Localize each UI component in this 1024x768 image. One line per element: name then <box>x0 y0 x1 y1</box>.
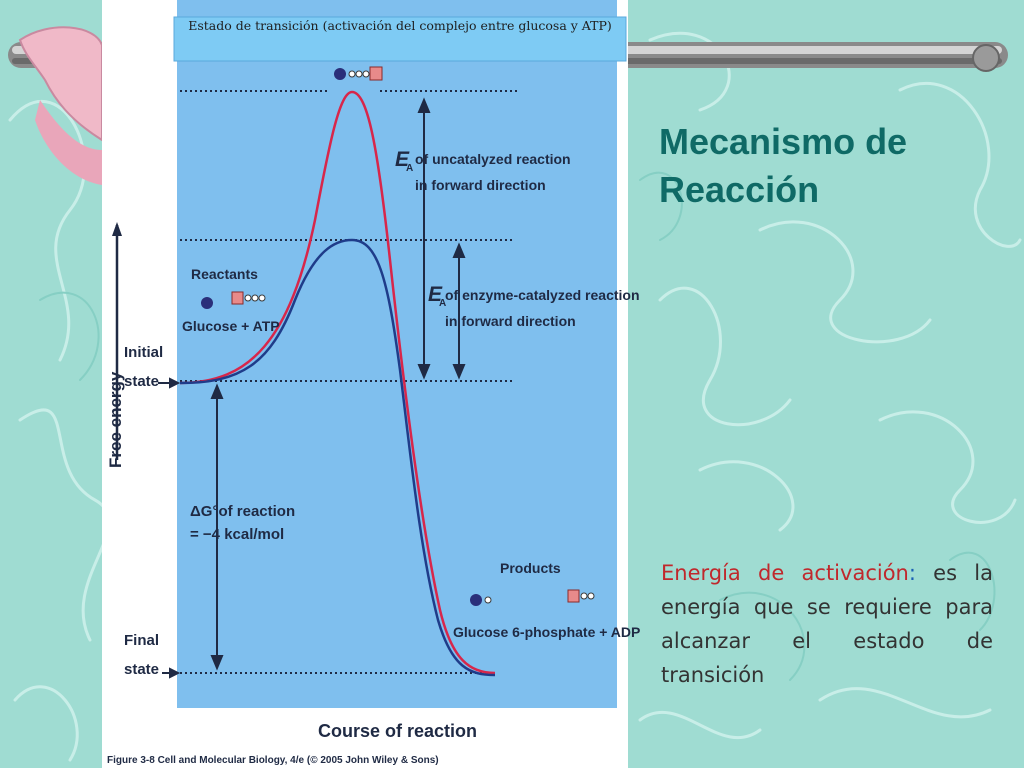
initial-state-label-2: state <box>124 373 159 390</box>
delta-g-label-1: ΔG°of reaction <box>190 503 295 520</box>
definition-text: es la energía que se requiere para alcan… <box>661 561 993 687</box>
uncatalyzed-curve <box>179 90 496 675</box>
ea-uncatalyzed-text-1: of uncatalyzed reaction <box>415 151 571 167</box>
y-axis-label: Free energy <box>106 371 125 468</box>
transition-complex-icon <box>334 66 383 81</box>
banner-box <box>173 16 627 62</box>
definition-colon: : <box>908 561 916 585</box>
ea-uncatalyzed-symbol: E <box>395 148 410 171</box>
arrow-up-icon <box>210 383 224 399</box>
final-state-label-1: Final <box>124 632 159 649</box>
arrow-down-icon <box>417 364 431 380</box>
arrow-down-icon <box>452 364 466 380</box>
reactants-label: Glucose + ATP <box>182 318 280 334</box>
definition-term: Energía de activación <box>661 561 909 585</box>
arrow-right-icon <box>169 667 181 679</box>
final-state-label-2: state <box>124 661 159 678</box>
initial-state-label-1: Initial <box>124 344 163 361</box>
y-axis-arrow-icon <box>112 222 122 236</box>
transition-state-banner: Estado de transición (activación del com… <box>188 18 612 33</box>
figure-caption: Figure 3-8 Cell and Molecular Biology, 4… <box>107 755 439 766</box>
delta-g-label-2: = −4 kcal/mol <box>190 526 284 543</box>
products-heading: Products <box>500 560 561 576</box>
arrow-up-icon <box>417 97 431 113</box>
ea-uncatalyzed-text-2: in forward direction <box>415 177 546 193</box>
products-label: Glucose 6-phosphate + ADP <box>453 624 640 640</box>
reactants-heading: Reactants <box>191 266 258 282</box>
ea-catalyzed-text-2: in forward direction <box>445 313 576 329</box>
ea-uncatalyzed-subscript: A <box>406 163 413 174</box>
slide-title: Mecanismo de Reacción <box>659 121 908 210</box>
ea-catalyzed-text-1: of enzyme-catalyzed reaction <box>445 287 640 303</box>
x-axis-label: Course of reaction <box>318 721 477 741</box>
product-molecules-icon <box>470 589 595 606</box>
ea-catalyzed-symbol: E <box>428 283 443 306</box>
arrow-up-icon <box>452 242 466 258</box>
catalyzed-curve <box>179 238 496 677</box>
arrow-right-icon <box>169 377 181 389</box>
reactant-molecules-icon <box>201 291 266 309</box>
ea-catalyzed-subscript: A <box>439 298 446 309</box>
arrow-down-icon <box>210 655 224 671</box>
definition-paragraph: Energía de activación: es la energía que… <box>661 556 993 692</box>
